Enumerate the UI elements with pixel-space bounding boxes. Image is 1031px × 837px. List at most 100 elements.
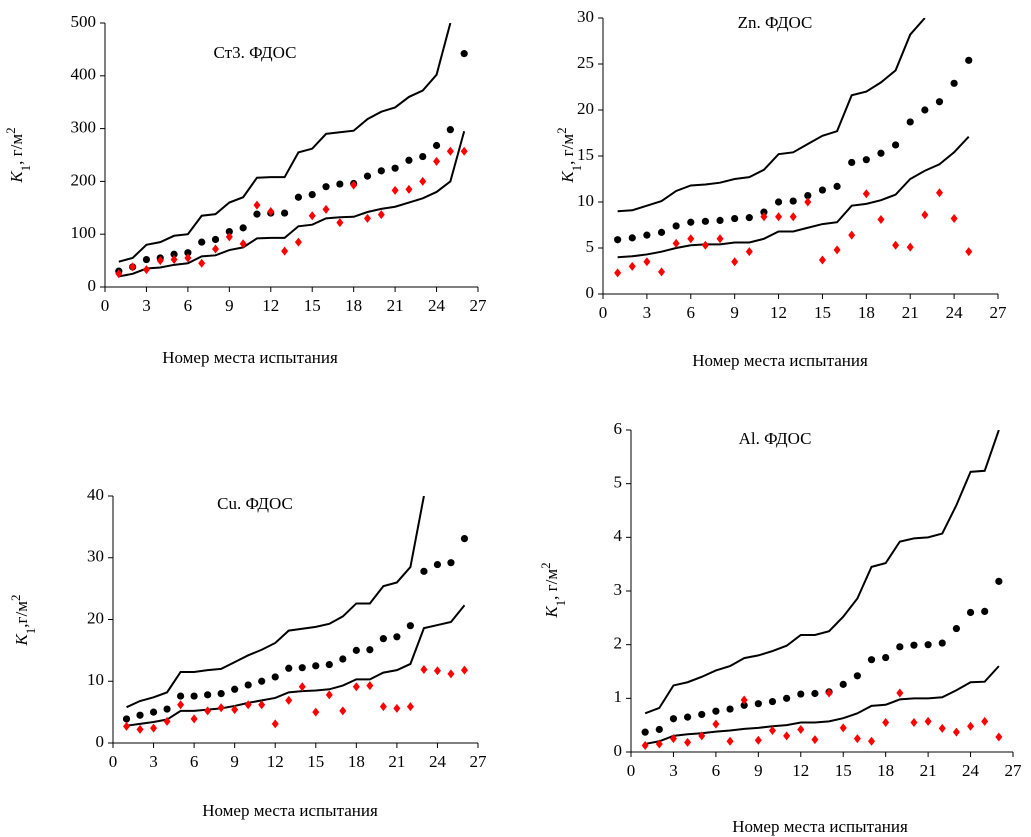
- dot: [298, 664, 306, 672]
- diamond: [754, 735, 762, 745]
- y-tick-label: 20: [87, 608, 104, 627]
- dot: [393, 633, 401, 641]
- x-tick-label: 12: [792, 761, 809, 780]
- dot: [924, 641, 932, 649]
- diamond: [177, 700, 185, 710]
- x-axis-label: Номер места испытания: [692, 351, 868, 370]
- y-tick-label: 500: [71, 12, 97, 31]
- dot: [783, 694, 791, 702]
- x-tick-label: 15: [307, 752, 324, 771]
- y-tick-label: 10: [87, 670, 104, 689]
- diamond: [150, 723, 158, 733]
- x-tick-label: 27: [470, 296, 488, 315]
- x-tick-label: 0: [627, 761, 636, 780]
- y-tick-label: 30: [577, 7, 594, 26]
- diamond: [760, 212, 768, 222]
- y-axis-label: K1, г/м2: [3, 127, 33, 183]
- dot: [447, 559, 455, 567]
- x-tick-label: 24: [428, 296, 446, 315]
- dot: [377, 167, 385, 175]
- dot: [405, 156, 413, 164]
- dot: [312, 662, 320, 670]
- y-tick-label: 0: [88, 276, 97, 295]
- dot: [950, 79, 958, 87]
- x-tick-label: 6: [687, 303, 696, 322]
- y-label-sup: 2: [3, 127, 18, 134]
- x-tick-label: 21: [388, 752, 405, 771]
- diamond: [419, 176, 427, 186]
- dot: [363, 172, 372, 180]
- x-tick-label: 24: [429, 752, 447, 771]
- dot: [891, 141, 900, 149]
- x-tick-label: 6: [712, 761, 721, 780]
- y-tick-label: 15: [577, 145, 594, 164]
- series-line: [644, 665, 1000, 745]
- dot: [726, 705, 734, 713]
- diamond: [811, 735, 819, 745]
- diamond: [967, 721, 975, 731]
- diamond: [896, 688, 904, 698]
- diamond: [244, 700, 252, 710]
- dot: [896, 643, 904, 651]
- y-tick-label: 20: [577, 99, 594, 118]
- diamond: [701, 240, 709, 250]
- y-tick-label: 4: [614, 526, 623, 545]
- diamond: [952, 727, 960, 737]
- x-tick-label: 27: [990, 303, 1008, 322]
- diamond: [804, 197, 812, 207]
- chart-title: Ст3. ФДОС: [214, 43, 297, 62]
- dot: [848, 158, 856, 167]
- diamond: [740, 695, 748, 705]
- diamond: [614, 268, 622, 278]
- diamond: [848, 230, 856, 240]
- y-label-symbol: K: [7, 170, 26, 184]
- y-tick-label: 1: [614, 687, 623, 706]
- diamond: [726, 736, 734, 746]
- dot: [804, 191, 812, 200]
- series-line: [118, 130, 466, 278]
- chart-title: Zn. ФДОС: [738, 13, 813, 32]
- x-tick-label: 12: [267, 752, 284, 771]
- diamond: [643, 257, 651, 267]
- x-tick-label: 3: [149, 752, 158, 771]
- diamond: [406, 702, 414, 712]
- dot: [239, 224, 247, 232]
- dot: [745, 214, 753, 222]
- dot: [322, 183, 330, 191]
- dot: [136, 711, 144, 719]
- diamond: [433, 156, 441, 166]
- dot: [149, 708, 158, 716]
- dot: [811, 689, 819, 698]
- y-tick-label: 300: [71, 118, 97, 137]
- dot: [740, 701, 748, 709]
- series-line: [126, 496, 425, 709]
- x-tick-label: 0: [599, 303, 608, 322]
- dot: [460, 535, 469, 543]
- diamond: [669, 734, 677, 744]
- x-tick-label: 15: [304, 296, 321, 315]
- diamond: [163, 716, 171, 726]
- dot: [938, 639, 946, 647]
- dot: [420, 567, 428, 575]
- diamond: [379, 702, 387, 712]
- diamond: [393, 703, 401, 713]
- series-line: [617, 135, 970, 259]
- diamond: [225, 232, 233, 242]
- diamond: [906, 242, 914, 252]
- dot: [995, 577, 1003, 585]
- diamond: [839, 723, 847, 733]
- dot: [280, 209, 289, 217]
- x-tick-label: 27: [1005, 761, 1023, 780]
- dot: [818, 186, 827, 194]
- dot: [921, 106, 929, 114]
- x-tick-label: 3: [643, 303, 652, 322]
- dot: [614, 236, 622, 244]
- diamond: [775, 212, 783, 222]
- dot: [797, 690, 805, 698]
- dot: [882, 653, 890, 662]
- x-tick-label: 0: [101, 296, 110, 315]
- diamond: [129, 262, 137, 272]
- dot: [204, 691, 212, 699]
- diamond: [391, 185, 399, 195]
